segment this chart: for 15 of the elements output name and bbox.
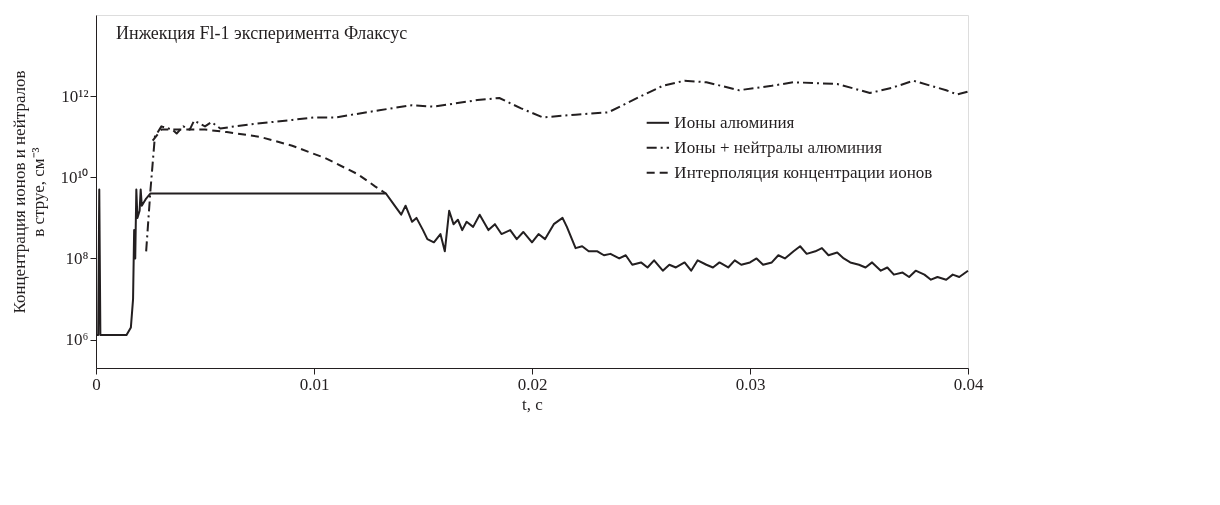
x-tick-label: 0 xyxy=(92,374,101,394)
y-tick-label: 10¹² xyxy=(61,86,89,106)
legend-label: Ионы алюминия xyxy=(674,112,795,132)
y-tick-label: 10¹⁰ xyxy=(60,167,89,187)
x-tick-label: 0.04 xyxy=(953,374,984,394)
x-axis-title: t, с xyxy=(522,394,544,414)
y-tick-label: 10⁶ xyxy=(65,330,89,350)
legend-label: Ионы + нейтралы алюминия xyxy=(674,137,883,157)
x-tick-label: 0.02 xyxy=(517,374,548,394)
x-tick-label: 0.03 xyxy=(735,374,766,394)
y-axis-title: Концентрация ионов и нейтралов в струе, см⁻³ xyxy=(10,70,49,314)
legend-label: Интерполяция концентрации ионов xyxy=(674,162,933,182)
text: Инжекция Fl-1 эксперимента Флаксус xyxy=(116,23,408,43)
x-tick-label: 0.01 xyxy=(299,374,330,394)
y-tick-label: 10⁸ xyxy=(65,248,89,268)
